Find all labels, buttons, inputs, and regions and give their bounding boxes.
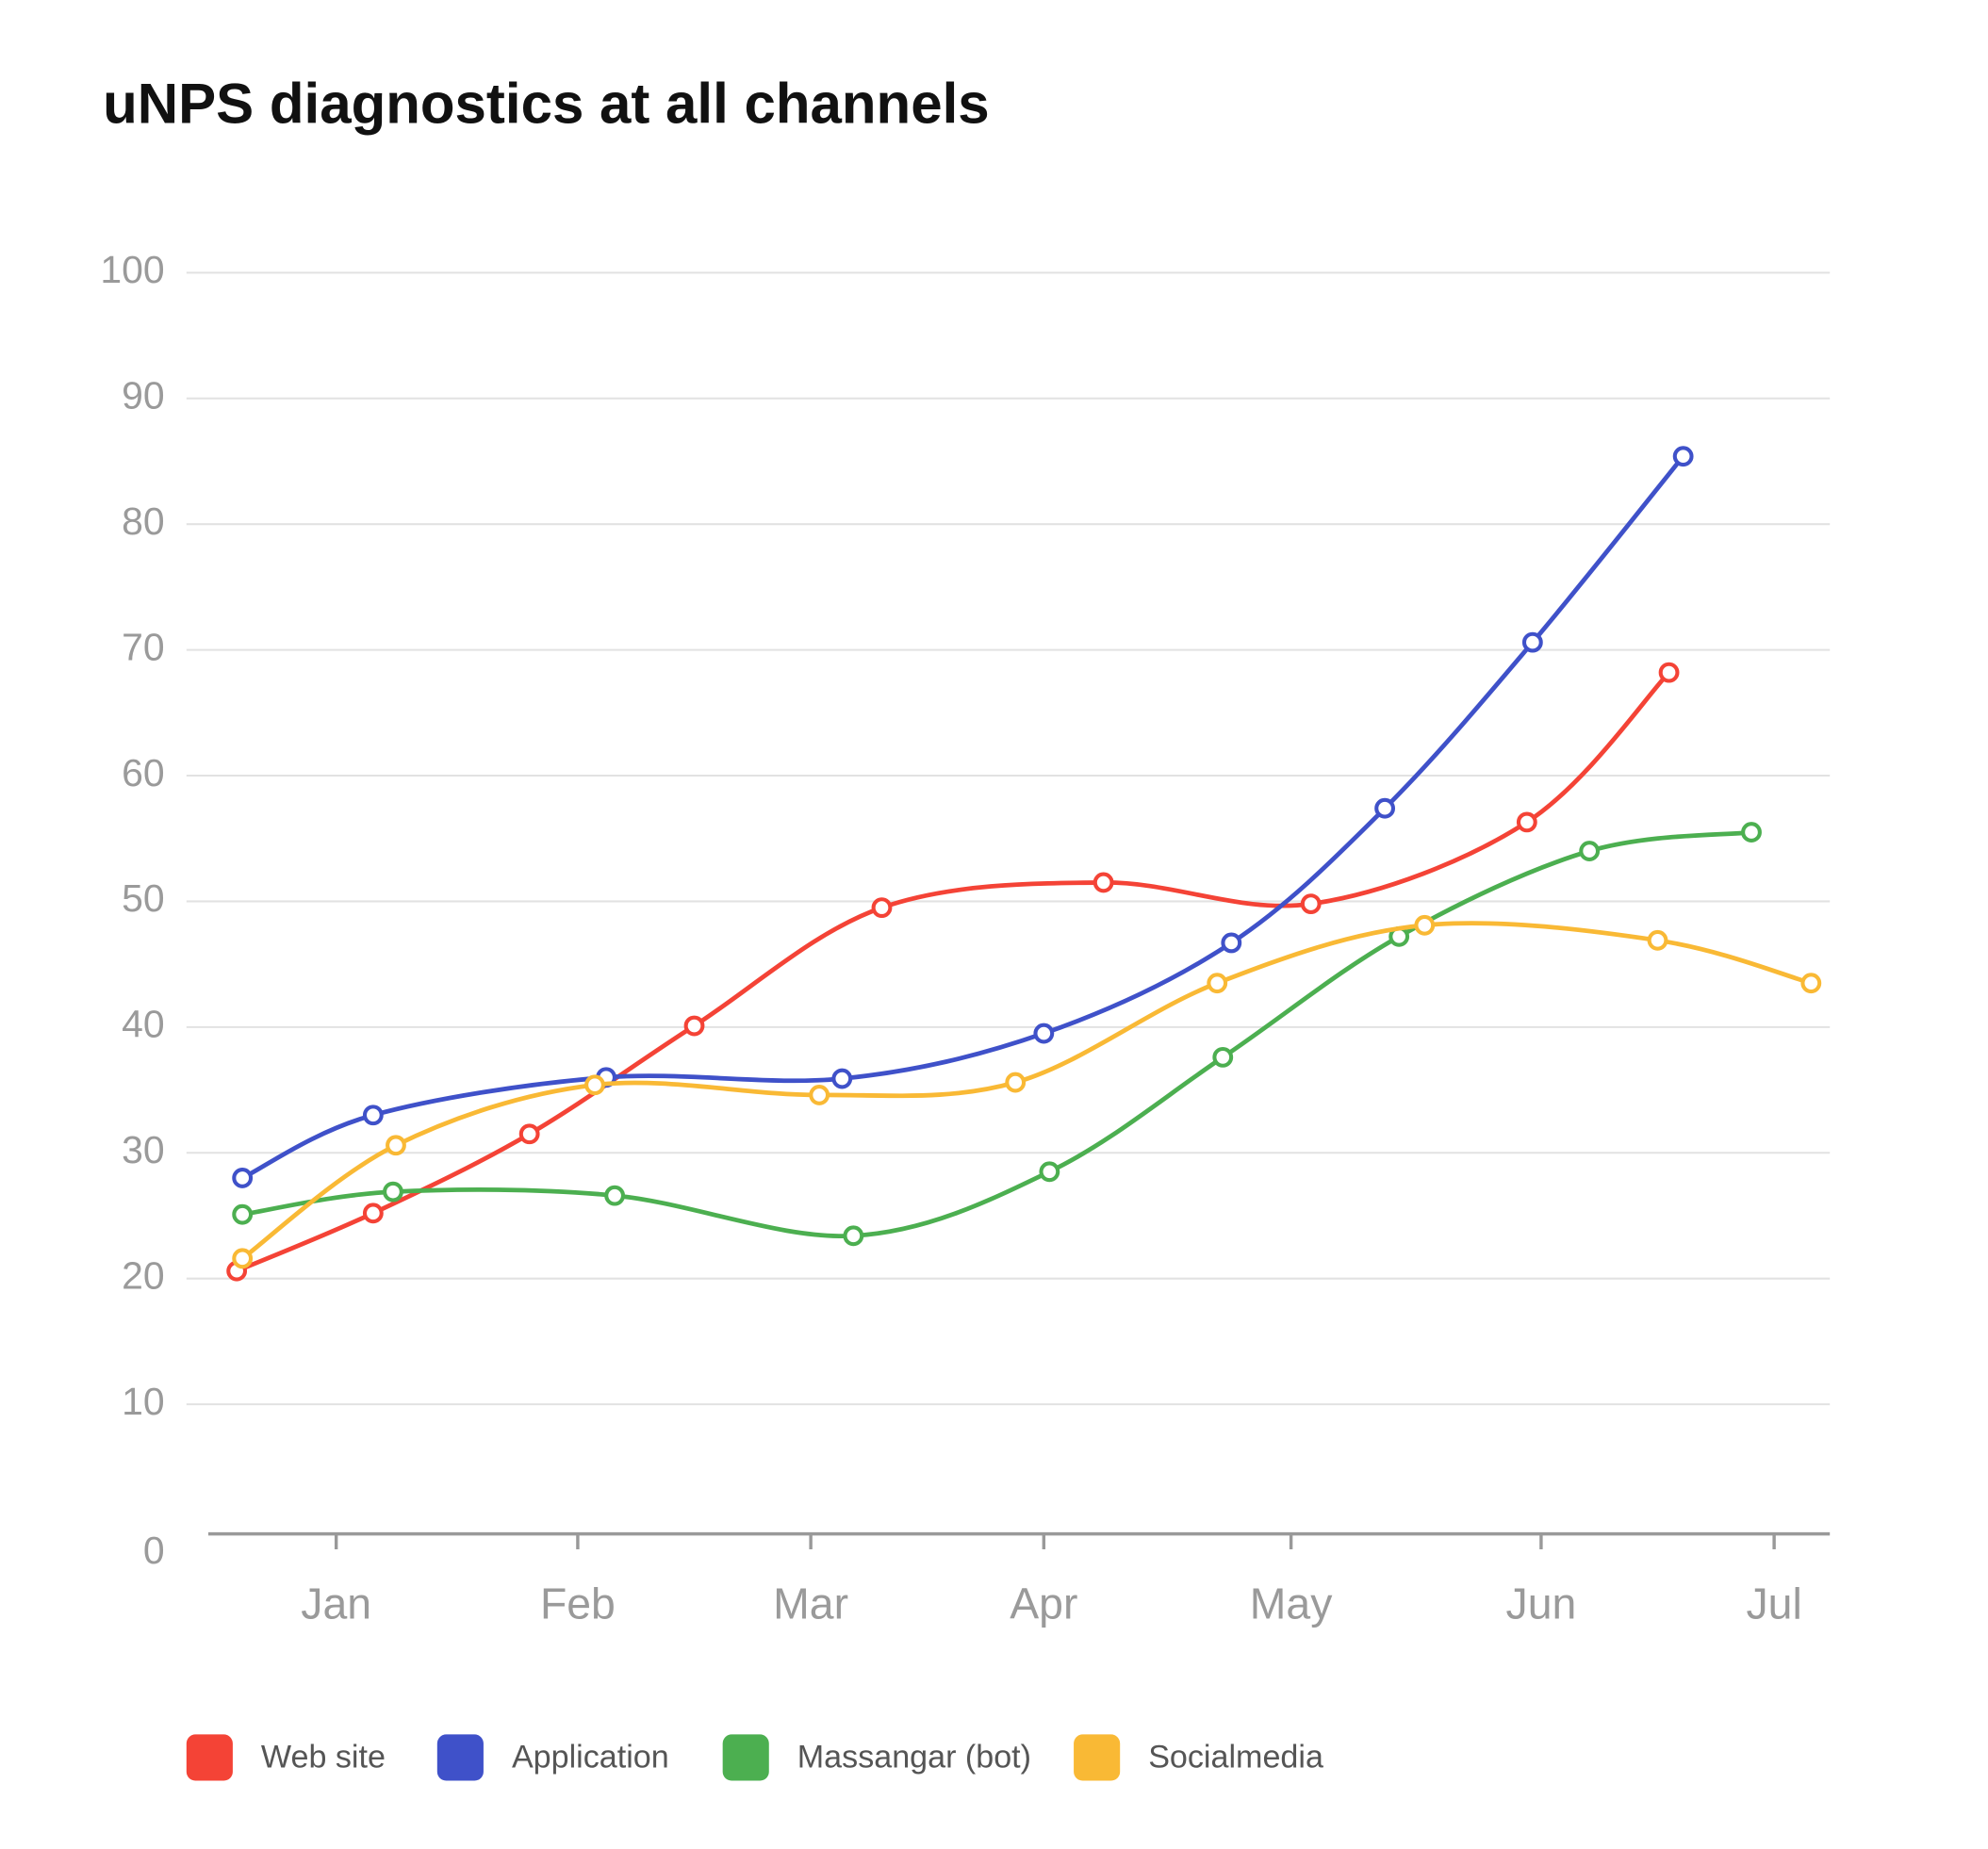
data-point [1221,932,1242,954]
legend-label: Socialmedia [1148,1739,1323,1775]
x-tick-label: May [1250,1579,1333,1628]
data-point [1374,797,1396,819]
y-tick-label: 50 [122,876,165,920]
data-point [232,1168,254,1188]
data-point [1521,631,1543,653]
y-tick-label: 100 [100,248,164,291]
data-point [1647,929,1668,951]
data-point [1579,841,1601,861]
data-point [871,897,893,919]
data-point [1658,662,1680,683]
series-line [240,921,1812,1261]
x-tick-label: Feb [540,1579,616,1628]
data-point [584,1074,605,1096]
legend-swatch [722,1734,769,1781]
legend-label: Web site [261,1739,386,1775]
y-tick-label: 30 [122,1128,165,1171]
legend-swatch [1074,1734,1121,1781]
x-tick-label: Apr [1010,1579,1077,1628]
y-tick-label: 60 [122,751,165,794]
data-point [1300,893,1322,915]
x-tick-label: Jul [1746,1579,1801,1628]
data-point [1800,973,1822,994]
data-point [232,1203,254,1225]
y-tick-label: 20 [122,1254,165,1298]
legend-swatch [186,1734,233,1781]
data-point [1741,822,1762,843]
x-tick-label: Jun [1506,1579,1577,1628]
legend-label: Application [512,1739,669,1775]
y-tick-label: 10 [122,1380,165,1423]
series-line [241,454,1685,1181]
data-point [386,1135,406,1156]
series-line [241,829,1752,1239]
data-point [518,1123,540,1145]
data-point [1033,1023,1055,1044]
data-point [362,1203,384,1224]
y-tick-label: 70 [122,625,165,668]
data-point [831,1068,853,1089]
data-point [232,1248,254,1269]
series-line [236,670,1671,1273]
chart-title: uNPS diagnostics at all channels [103,73,990,136]
data-point [362,1104,384,1126]
data-point [1039,1161,1060,1183]
legend-label: Massangar (bot) [797,1739,1031,1775]
y-tick-label: 90 [122,374,165,417]
data-point [809,1084,830,1105]
x-tick-label: Jan [301,1579,371,1628]
data-point [1516,811,1537,833]
data-point [843,1225,864,1247]
legend-swatch [436,1734,484,1781]
data-point [383,1181,403,1203]
data-point [1414,914,1436,936]
data-point [1005,1072,1027,1093]
data-point [1093,872,1114,893]
data-point [1207,973,1228,994]
y-tick-label: 80 [122,499,165,543]
x-tick-label: Mar [773,1579,848,1628]
data-point [604,1185,626,1206]
y-tick-label: 0 [143,1529,165,1572]
data-point [683,1015,705,1037]
data-point [1672,446,1694,467]
y-tick-label: 40 [122,1003,165,1046]
data-point [1212,1046,1234,1068]
